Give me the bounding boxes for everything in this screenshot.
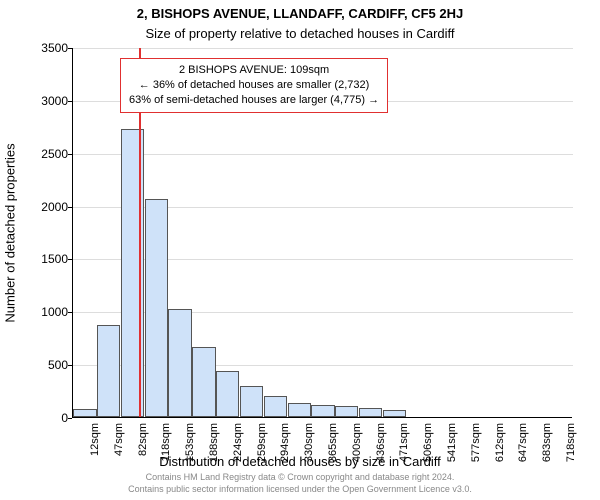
histogram-bar	[335, 406, 358, 417]
x-tick-label: 400sqm	[351, 423, 363, 462]
gridline	[73, 154, 573, 155]
y-tick-mark	[68, 154, 72, 155]
x-tick-label: 365sqm	[327, 423, 339, 462]
info-line-larger: 63% of semi-detached houses are larger (…	[129, 93, 379, 108]
x-tick-label: 577sqm	[470, 423, 482, 462]
histogram-bar	[288, 403, 311, 417]
histogram-bar	[192, 347, 215, 417]
x-tick-label: 47sqm	[113, 423, 125, 456]
histogram-bar	[383, 410, 406, 417]
histogram-bar	[73, 409, 96, 417]
gridline	[73, 48, 573, 49]
y-tick-label: 2000	[18, 200, 68, 214]
x-tick-label: 294sqm	[279, 423, 291, 462]
y-tick-label: 3000	[18, 94, 68, 108]
y-tick-label: 3500	[18, 41, 68, 55]
x-tick-label: 718sqm	[565, 423, 577, 462]
y-tick-label: 2500	[18, 147, 68, 161]
x-tick-label: 12sqm	[89, 423, 101, 456]
x-tick-label: 153sqm	[184, 423, 196, 462]
histogram-bar	[240, 386, 263, 417]
x-tick-label: 541sqm	[446, 423, 458, 462]
histogram-bar	[311, 405, 334, 417]
x-axis-label: Distribution of detached houses by size …	[0, 454, 600, 469]
y-tick-mark	[68, 207, 72, 208]
y-tick-label: 0	[18, 411, 68, 425]
histogram-bar	[216, 371, 239, 418]
x-tick-label: 82sqm	[137, 423, 149, 456]
histogram-bar	[145, 199, 168, 417]
property-size-chart: 2, BISHOPS AVENUE, LLANDAFF, CARDIFF, CF…	[0, 0, 600, 500]
x-tick-label: 259sqm	[256, 423, 268, 462]
chart-title-address: 2, BISHOPS AVENUE, LLANDAFF, CARDIFF, CF…	[0, 6, 600, 21]
histogram-bar	[168, 309, 191, 417]
y-tick-label: 1000	[18, 305, 68, 319]
chart-title-desc: Size of property relative to detached ho…	[0, 26, 600, 41]
x-tick-label: 471sqm	[398, 423, 410, 462]
y-tick-mark	[68, 48, 72, 49]
x-tick-label: 683sqm	[541, 423, 553, 462]
attribution-footer: Contains HM Land Registry data © Crown c…	[0, 472, 600, 495]
histogram-bar	[97, 325, 120, 417]
x-tick-label: 188sqm	[208, 423, 220, 462]
info-line-smaller: ← 36% of detached houses are smaller (2,…	[129, 78, 379, 93]
histogram-bar	[264, 396, 287, 417]
x-tick-label: 330sqm	[303, 423, 315, 462]
x-tick-label: 506sqm	[422, 423, 434, 462]
info-line-size: 2 BISHOPS AVENUE: 109sqm	[129, 63, 379, 78]
x-tick-label: 647sqm	[517, 423, 529, 462]
footer-line1: Contains HM Land Registry data © Crown c…	[146, 472, 455, 482]
y-tick-mark	[68, 312, 72, 313]
histogram-bar	[359, 408, 382, 418]
x-tick-label: 118sqm	[160, 423, 172, 461]
y-tick-label: 500	[18, 358, 68, 372]
y-tick-mark	[68, 418, 72, 419]
footer-line2: Contains public sector information licen…	[128, 484, 472, 494]
x-tick-label: 612sqm	[494, 423, 506, 462]
y-tick-label: 1500	[18, 252, 68, 266]
x-tick-label: 224sqm	[232, 423, 244, 462]
property-info-box: 2 BISHOPS AVENUE: 109sqm← 36% of detache…	[120, 58, 388, 113]
x-tick-label: 436sqm	[375, 423, 387, 462]
y-tick-mark	[68, 101, 72, 102]
y-tick-mark	[68, 259, 72, 260]
y-tick-mark	[68, 365, 72, 366]
y-axis-label: Number of detached properties	[3, 143, 18, 322]
